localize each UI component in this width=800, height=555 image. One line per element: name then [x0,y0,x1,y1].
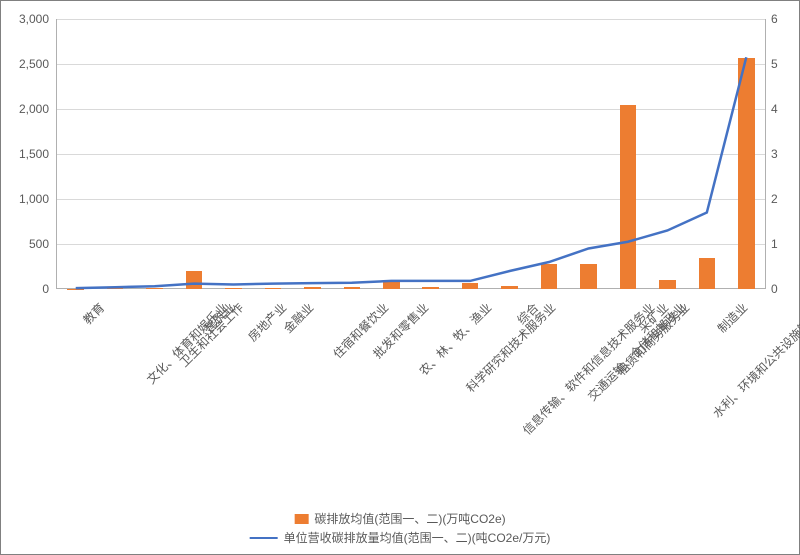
line-series [56,19,766,289]
y-left-tick-label: 500 [9,237,49,251]
legend: 碳排放均值(范围一、二)(万吨CO2e) 单位营收碳排放量均值(范围一、二)(吨… [250,508,551,548]
legend-item-bar: 碳排放均值(范围一、二)(万吨CO2e) [250,510,551,527]
x-tick-label: 制造业 [713,299,750,336]
y-left-tick-label: 3,000 [9,12,49,26]
y-right-tick-label: 4 [771,102,796,116]
y-left-tick-label: 0 [9,282,49,296]
legend-bar-label: 碳排放均值(范围一、二)(万吨CO2e) [314,510,505,527]
y-left-tick-label: 1,000 [9,192,49,206]
legend-swatch-line-icon [250,537,278,539]
y-left-tick-label: 1,500 [9,147,49,161]
legend-line-label: 单位营收碳排放量均值(范围一、二)(吨CO2e/万元) [284,529,551,546]
y-right-tick-label: 6 [771,12,796,26]
y-left-tick-label: 2,500 [9,57,49,71]
line-path [76,57,747,288]
legend-swatch-bar-icon [294,514,308,524]
x-axis-labels: 教育文化、体育和娱乐业卫生和社会工作建筑业房地产业金融业住宿和餐饮业批发和零售业… [56,299,766,499]
y-right-tick-label: 2 [771,192,796,206]
x-tick-label: 金融业 [279,299,316,336]
legend-item-line: 单位营收碳排放量均值(范围一、二)(吨CO2e/万元) [250,529,551,546]
y-right-tick-label: 1 [771,237,796,251]
chart-container: 教育文化、体育和娱乐业卫生和社会工作建筑业房地产业金融业住宿和餐饮业批发和零售业… [0,0,800,555]
y-left-tick-label: 2,000 [9,102,49,116]
y-right-tick-label: 5 [771,57,796,71]
x-tick-label: 教育 [79,299,108,328]
y-right-tick-label: 3 [771,147,796,161]
y-right-tick-label: 0 [771,282,796,296]
